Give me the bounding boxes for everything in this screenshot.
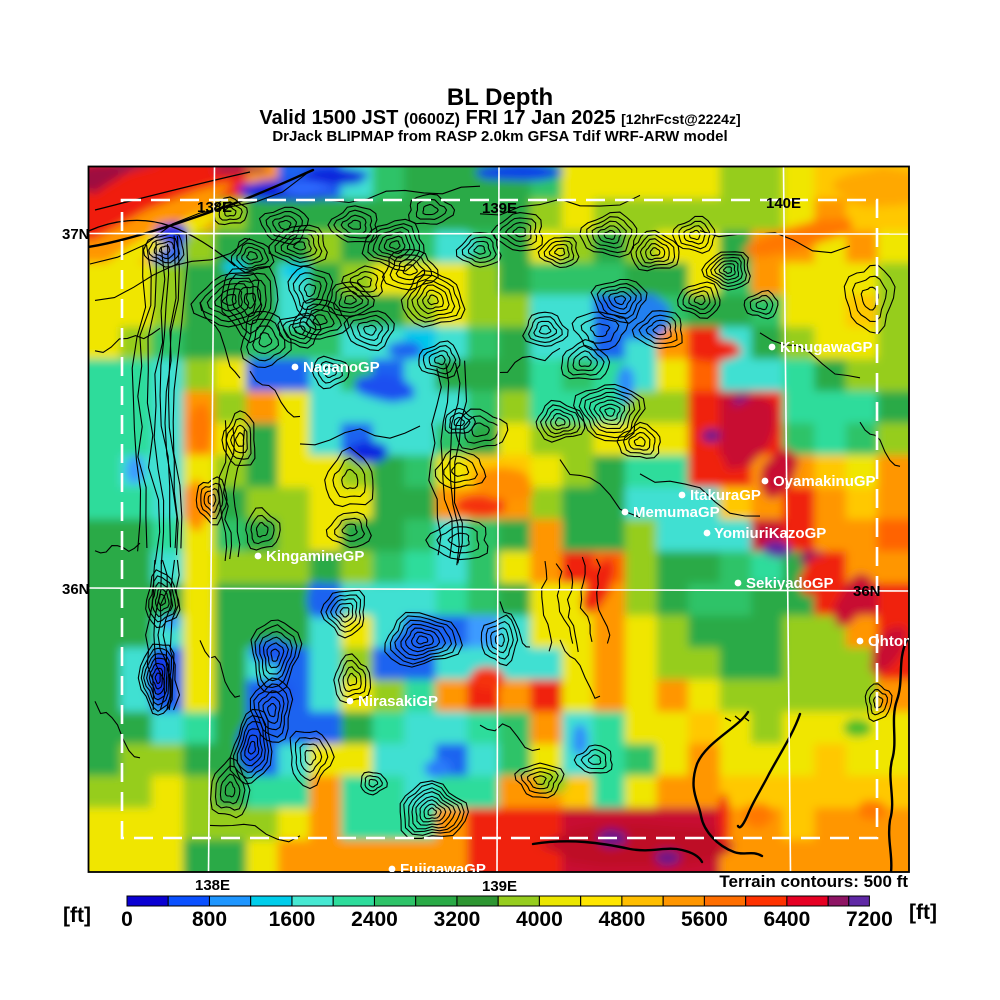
- svg-text:5600: 5600: [681, 908, 728, 931]
- svg-text:7200: 7200: [846, 908, 893, 931]
- svg-text:37N: 37N: [62, 226, 90, 243]
- svg-text:[ft]: [ft]: [63, 904, 91, 927]
- svg-text:4000: 4000: [516, 908, 563, 931]
- svg-text:ItakuraGP: ItakuraGP: [690, 487, 761, 504]
- svg-text:SekiyadoGP: SekiyadoGP: [746, 575, 834, 592]
- svg-text:0: 0: [121, 908, 133, 931]
- svg-text:6400: 6400: [764, 908, 811, 931]
- svg-text:DrJack BLIPMAP from RASP 2.0km: DrJack BLIPMAP from RASP 2.0km GFSA Tdif…: [272, 128, 727, 145]
- svg-text:Terrain contours: 500 ft: Terrain contours: 500 ft: [719, 872, 908, 891]
- svg-text:[ft]: [ft]: [909, 901, 937, 924]
- svg-text:FujigawaGP: FujigawaGP: [400, 861, 486, 878]
- svg-text:MemumaGP: MemumaGP: [633, 504, 720, 521]
- svg-text:NirasakiGP: NirasakiGP: [358, 693, 438, 710]
- svg-text:800: 800: [192, 908, 227, 931]
- svg-text:KinugawaGP: KinugawaGP: [780, 339, 873, 356]
- svg-text:140E: 140E: [766, 195, 801, 212]
- svg-text:OyamakinuGP: OyamakinuGP: [773, 473, 876, 490]
- svg-text:138E: 138E: [195, 877, 230, 894]
- svg-text:139E: 139E: [482, 200, 517, 217]
- svg-text:138E: 138E: [197, 199, 232, 216]
- svg-text:36N: 36N: [62, 581, 90, 598]
- svg-text:BL Depth: BL Depth: [447, 84, 553, 111]
- svg-text:YomiuriKazoGP: YomiuriKazoGP: [714, 525, 826, 542]
- svg-text:3200: 3200: [434, 908, 481, 931]
- svg-text:4800: 4800: [599, 908, 646, 931]
- svg-text:139E: 139E: [482, 878, 517, 895]
- svg-text:Valid 1500 JST (0600Z) FRI 17: Valid 1500 JST (0600Z) FRI 17 Jan 2025 […: [259, 107, 740, 129]
- svg-text:KingamineGP: KingamineGP: [266, 548, 364, 565]
- svg-text:NaganoGP: NaganoGP: [303, 359, 380, 376]
- svg-text:2400: 2400: [351, 908, 398, 931]
- svg-text:1600: 1600: [269, 908, 316, 931]
- svg-text:OhtoneGP: OhtoneGP: [868, 633, 942, 650]
- svg-text:36N: 36N: [853, 583, 881, 600]
